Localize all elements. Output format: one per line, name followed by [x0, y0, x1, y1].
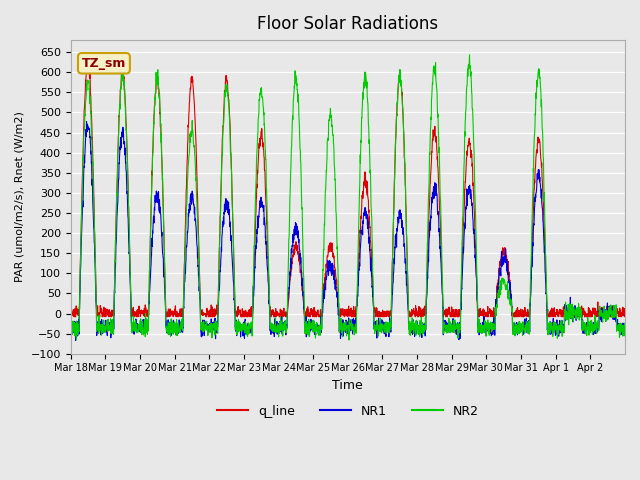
Title: Floor Solar Radiations: Floor Solar Radiations — [257, 15, 438, 33]
Text: TZ_sm: TZ_sm — [82, 57, 126, 70]
Legend: q_line, NR1, NR2: q_line, NR1, NR2 — [211, 400, 484, 423]
Y-axis label: PAR (umol/m2/s), Rnet (W/m2): PAR (umol/m2/s), Rnet (W/m2) — [15, 111, 25, 282]
X-axis label: Time: Time — [332, 379, 364, 392]
